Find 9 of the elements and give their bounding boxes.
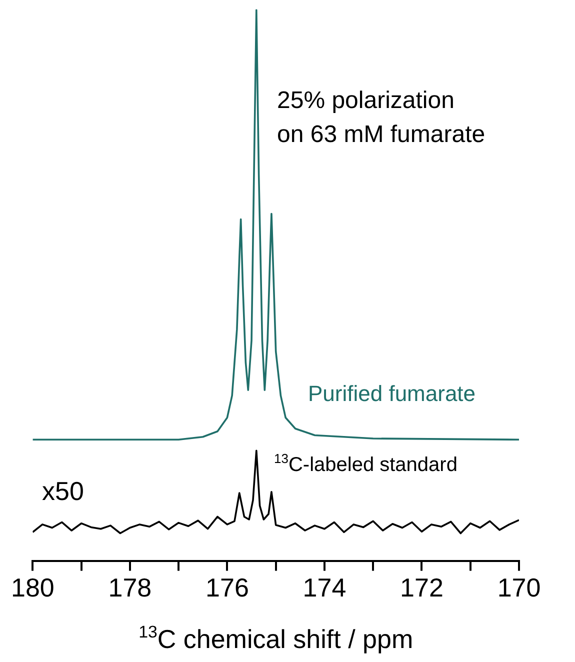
annotation: 25% polarization on 63 mM fumarate <box>277 87 486 148</box>
annotation: x50 <box>42 476 84 506</box>
x-tick-label: 180 <box>10 572 54 603</box>
series-label: Purified fumarate <box>308 381 476 406</box>
x-tick-label: 172 <box>400 572 444 603</box>
x-tick-label: 174 <box>302 572 346 603</box>
x-tick-label: 176 <box>206 572 249 603</box>
x-tick-label: 170 <box>497 572 541 603</box>
x-tick-label: 178 <box>108 572 152 603</box>
